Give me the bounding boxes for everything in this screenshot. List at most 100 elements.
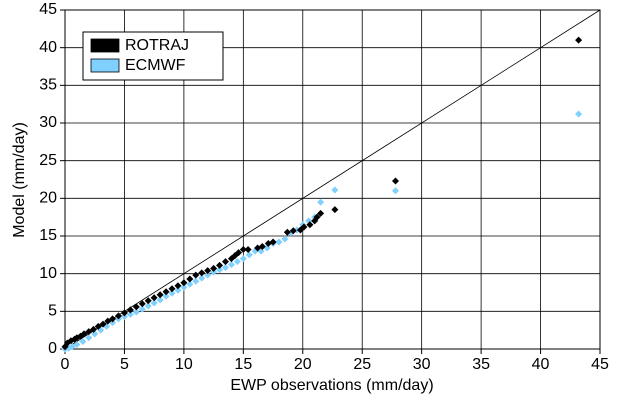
point <box>269 238 277 246</box>
point <box>198 269 206 277</box>
x-tick-label: 15 <box>234 356 252 373</box>
point <box>99 320 107 328</box>
point <box>575 110 583 118</box>
point <box>216 266 224 274</box>
x-tick-label: 25 <box>353 356 371 373</box>
point <box>85 334 93 342</box>
y-tick-label: 0 <box>48 340 57 357</box>
point <box>300 223 308 231</box>
x-tick-label: 40 <box>532 356 550 373</box>
point <box>210 268 218 276</box>
point <box>104 317 112 325</box>
point <box>156 296 164 304</box>
point <box>192 271 200 279</box>
legend-swatch <box>90 38 120 53</box>
point <box>239 246 247 254</box>
y-tick-label: 25 <box>39 152 57 169</box>
y-tick-label: 20 <box>39 190 57 207</box>
point <box>233 258 241 266</box>
point <box>227 261 235 269</box>
point <box>109 315 117 323</box>
y-tick-label: 35 <box>39 77 57 94</box>
point <box>283 228 291 236</box>
point <box>162 288 170 296</box>
x-tick-label: 20 <box>294 356 312 373</box>
point <box>120 309 128 317</box>
point <box>258 243 266 251</box>
point <box>144 302 152 310</box>
point <box>174 282 182 290</box>
point <box>150 299 158 307</box>
point <box>174 286 182 294</box>
point <box>132 308 140 316</box>
x-tick-label: 30 <box>413 356 431 373</box>
legend-swatch <box>90 58 120 73</box>
point <box>138 300 146 308</box>
legend-label: ECMWF <box>125 57 186 74</box>
point <box>126 310 134 318</box>
point <box>244 246 252 254</box>
point <box>331 186 339 194</box>
x-axis-label: EWP observations (mm/day) <box>230 377 433 394</box>
point <box>90 325 98 333</box>
point <box>115 312 122 320</box>
point <box>317 198 325 206</box>
point <box>239 255 247 263</box>
point <box>216 261 224 269</box>
y-tick-label: 5 <box>48 303 57 320</box>
x-tick-label: 45 <box>591 356 609 373</box>
point <box>132 303 140 311</box>
point <box>281 235 289 243</box>
point <box>392 187 400 195</box>
x-tick-label: 5 <box>120 356 129 373</box>
point <box>180 283 188 291</box>
y-tick-label: 15 <box>39 227 57 244</box>
y-axis-label: Model (mm/day) <box>11 122 28 238</box>
point <box>144 297 152 305</box>
point <box>126 306 134 314</box>
point <box>138 305 146 313</box>
plot-frame <box>64 9 601 350</box>
point <box>79 337 87 345</box>
point <box>192 277 200 285</box>
point <box>275 238 283 246</box>
point <box>210 264 218 272</box>
point <box>392 177 400 185</box>
point <box>186 280 194 288</box>
x-tick-label: 35 <box>472 356 490 373</box>
x-tick-label: 0 <box>61 356 70 373</box>
point <box>289 227 297 235</box>
y-tick-label: 45 <box>39 1 57 18</box>
point <box>85 328 93 336</box>
point <box>150 294 158 302</box>
point <box>162 292 170 300</box>
point <box>222 264 229 272</box>
point <box>186 275 194 283</box>
y-tick-label: 40 <box>39 39 57 56</box>
point <box>168 285 176 293</box>
point <box>204 267 212 275</box>
point <box>575 36 583 44</box>
y-tick-label: 10 <box>39 265 57 282</box>
point <box>94 322 102 330</box>
legend-label: ROTRAJ <box>125 37 189 54</box>
point <box>180 279 188 287</box>
point <box>168 289 176 297</box>
x-tick-label: 10 <box>175 356 193 373</box>
point <box>245 251 253 259</box>
point <box>73 340 81 348</box>
point <box>198 274 206 282</box>
y-tick-label: 30 <box>39 114 57 131</box>
point <box>156 291 164 299</box>
point <box>80 330 88 338</box>
reference-line <box>64 9 601 350</box>
point <box>331 206 339 214</box>
point <box>222 258 229 266</box>
point <box>306 221 314 229</box>
point <box>317 209 325 217</box>
point <box>120 313 128 321</box>
point <box>204 271 212 279</box>
point <box>68 343 76 351</box>
point <box>235 249 243 257</box>
